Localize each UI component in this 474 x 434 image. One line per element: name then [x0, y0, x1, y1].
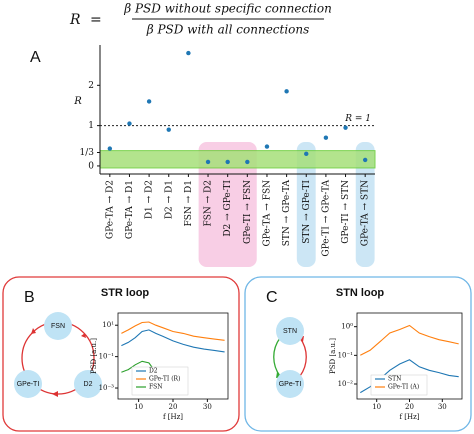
node-label: D2: [84, 381, 93, 388]
node: [276, 370, 304, 398]
x-tick-label: FSN → D1: [184, 180, 194, 227]
point: [127, 121, 132, 126]
x-tick-label: D2 → GPe-TI: [223, 180, 233, 237]
formula-lhs: R: [69, 12, 81, 28]
node: [74, 370, 102, 398]
y-tick-label: 2: [88, 81, 94, 91]
point: [245, 159, 250, 165]
panel-label: A: [30, 49, 41, 66]
y-tick-label: 0: [88, 161, 94, 171]
x-tick-label: GPe-TA → FSN: [262, 180, 272, 247]
x-tick-label: 10: [134, 403, 143, 411]
x-tick-label: 20: [169, 403, 178, 411]
panel-box: [2, 276, 240, 432]
point: [146, 99, 152, 104]
legend-box: [131, 366, 189, 396]
point: [323, 135, 329, 140]
y-tick-label: 10⁰: [341, 323, 353, 331]
x-tick-label: 30: [438, 403, 447, 411]
panel-title: STR loop: [101, 287, 150, 299]
x-axis-label: f [Hz]: [163, 413, 183, 421]
y-tick-label: 10⁻³: [99, 384, 115, 392]
point: [107, 146, 113, 151]
x-tick-label: D2 → D1: [164, 180, 174, 219]
legend-box: [370, 374, 428, 396]
point: [205, 159, 211, 165]
y-axis-label: PSD [a.u.]: [90, 338, 98, 374]
highlight: [198, 142, 257, 267]
formula-numerator: β PSD without specific connection: [123, 2, 332, 16]
node: [276, 317, 304, 345]
y-axis-label: PSD [a.u.]: [329, 338, 337, 374]
point: [362, 157, 368, 163]
node-label: FSN: [51, 323, 65, 330]
node-label: STN: [283, 328, 297, 335]
y-tick-label: 10⁻²: [338, 380, 354, 388]
node-label: GPe-TI: [279, 381, 302, 388]
highlight: [355, 142, 375, 267]
legend-label: GPe-TI (A): [388, 384, 419, 391]
x-tick-label: 10: [372, 403, 381, 411]
x-tick-label: D1 → D2: [145, 180, 155, 219]
y-tick-label: 1: [88, 121, 94, 131]
panel-title: STN loop: [336, 287, 385, 299]
y-axis-label: R: [73, 96, 82, 107]
x-tick-label: 20: [405, 403, 414, 411]
x-tick-label: GPe-TA → D2: [105, 180, 115, 239]
y-tick-label: 10¹: [102, 321, 114, 329]
point: [264, 144, 270, 149]
point: [343, 125, 348, 130]
x-tick-label: GPe-TA → D1: [125, 180, 135, 239]
series-line: [121, 329, 225, 353]
y-tick-label: 1/3: [80, 148, 95, 158]
x-tick-label: STN → GPe-TI: [302, 180, 312, 244]
loop-arrow: [299, 337, 307, 377]
series-line: [360, 324, 459, 356]
panel-box: [244, 276, 472, 432]
point: [225, 159, 230, 165]
x-tick-label: STN → GPe-TA: [282, 180, 292, 247]
node: [44, 312, 72, 340]
point: [186, 50, 191, 56]
formula-denominator: β PSD with all connections: [146, 23, 310, 37]
highlight: [296, 142, 316, 267]
panel-label: C: [266, 289, 278, 306]
band: [99, 150, 376, 169]
loop-arrow: [273, 337, 281, 377]
node-label: GPe-TI: [17, 381, 40, 388]
formula-equals: =: [90, 12, 102, 28]
y-tick-label: 10⁻¹: [338, 351, 354, 359]
x-tick-label: GPe-TI → STN: [341, 180, 351, 244]
x-tick-label: FSN → D2: [204, 180, 214, 227]
x-tick-label: GPe-TA → STN: [361, 180, 371, 246]
point: [166, 127, 171, 132]
legend-label: D2: [149, 368, 158, 375]
legend-label: GPe-TI (R): [149, 376, 180, 383]
y-tick-label: 10⁻¹: [99, 353, 115, 361]
legend-label: STN: [388, 376, 401, 383]
reference-label: R = 1: [344, 114, 371, 124]
x-axis-label: f [Hz]: [399, 413, 419, 421]
x-tick-label: GPe-TI → FSN: [243, 180, 253, 244]
point: [284, 89, 289, 94]
x-tick-label: 30: [203, 403, 212, 411]
series-line: [121, 321, 225, 341]
legend-label: FSN: [149, 384, 163, 391]
point: [304, 151, 309, 157]
x-tick-label: GPe-TI → GPe-TA: [321, 180, 331, 257]
panel-label: B: [24, 289, 35, 306]
node: [14, 370, 42, 398]
